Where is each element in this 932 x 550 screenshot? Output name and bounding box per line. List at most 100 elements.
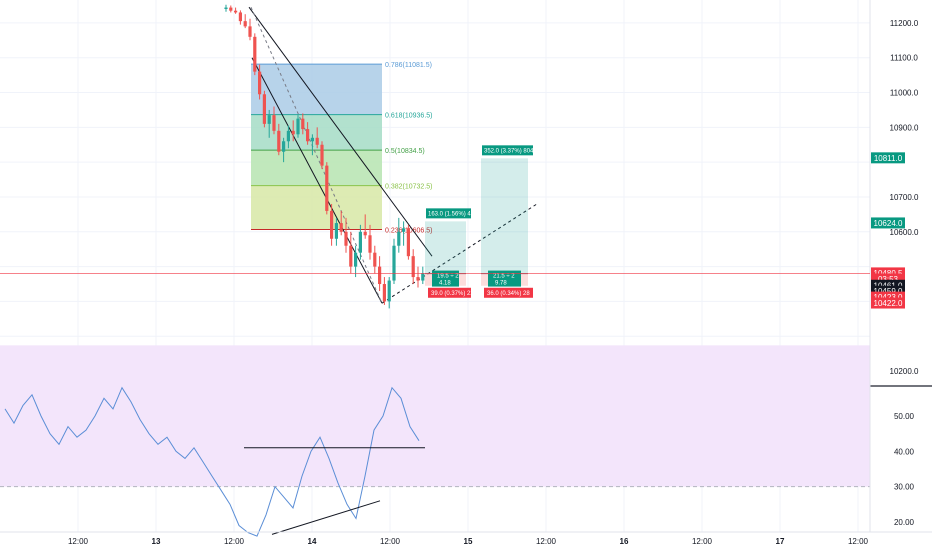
candle-body [378,266,382,285]
candle-body [330,210,334,239]
time-tick-label: 15 [464,537,473,546]
time-tick-label: 12:00 [224,537,245,546]
candle-body [238,12,242,22]
fib-level-label: 0.786(11081.5) [385,62,432,69]
price-tick-label: 11100.0 [890,54,918,63]
price-badge [871,297,905,309]
price-badge-label: 10480.5 [874,269,903,278]
position-target-label-bg [426,208,471,219]
price-tick-label: 10700.0 [890,193,919,202]
rsi-tick-label: 40.00 [894,447,915,456]
time-tick-label: 12:00 [68,537,89,546]
candle-body [373,252,377,267]
price-tick-label: 11200.0 [890,19,919,28]
candlesticks [224,4,425,309]
candle-body [258,71,262,95]
candle-body [320,144,324,166]
time-tick-label: 16 [620,537,629,546]
price-badge-label: 10811.0 [874,154,903,163]
candle-body [421,273,425,281]
rsi-tick-label: 30.00 [894,483,915,492]
position-stop-label: 39.0 (0.37%) 22 [431,291,474,297]
position-target-label-bg [482,145,533,156]
price-tick-label: 10600.0 [890,228,919,237]
fib-level-label: 0.382(10732.5) [385,184,432,191]
candle-body [291,130,295,135]
price-badge [871,279,905,291]
position-profit-zone [481,158,528,274]
price-badge [871,273,905,285]
position-ratio-bg [432,270,459,287]
candle-body [267,115,271,124]
candle-body [253,36,257,72]
price-tick-label: 11000.0 [890,89,919,98]
price-badge-label: 10422.0 [874,299,903,308]
candle-body [402,228,406,232]
candle-body [349,245,353,267]
candle-body [354,252,358,267]
price-badge [871,267,905,279]
price-tick-label: 10200.0 [890,367,919,376]
candle-body [363,231,367,236]
candle-body [234,10,238,13]
candle-body [315,137,319,145]
candle-body [272,115,276,131]
time-tick-label: 12:00 [692,537,713,546]
candle-body [306,129,310,142]
position-stop-label-bg [484,287,533,298]
price-badge [871,152,905,164]
candle-body [224,7,228,9]
candle-body [277,130,281,152]
rsi-tick-label: 50.00 [894,412,915,421]
candle-body [248,26,252,37]
drawn-lines[interactable] [248,6,538,304]
support-trend-line [381,203,538,304]
candle-body [368,235,372,253]
position-ratio-2: 4.18 [439,281,451,287]
candle-body [282,141,286,152]
fib-level-label: 0.5(10834.5) [385,148,425,155]
candle-body [392,245,396,281]
candle-body [344,231,348,246]
long-positions[interactable]: 163.0 (1.56%) 426 19.5 ÷ 24.18 39.0 (0.37%… [425,145,534,298]
candle-body [243,21,247,27]
price-badge [871,291,905,303]
price-badge-label: 10624.0 [874,219,903,228]
position-target-label: 352.0 (3.37%) 804 [484,148,534,154]
rsi-divergence-line [271,500,381,535]
position-target-label: 163.0 (1.56%) 426 [428,211,478,217]
price-badge-label: 03:53 [878,275,899,284]
position-stop-label-bg [428,287,471,298]
candle-body [334,223,338,239]
time-tick-label: 17 [776,537,785,546]
candle-body [416,277,420,281]
rsi-tick-label: 20.00 [894,518,915,527]
position-ratio: 19.5 ÷ 2 [437,274,459,280]
fib-zone [251,185,382,230]
candle-body [397,231,401,246]
time-tick-label: 12:00 [380,537,401,546]
candle-body [286,130,290,142]
position-profit-zone [425,221,466,274]
candle-body [262,94,266,124]
fibonacci-retracement[interactable]: 0.786(11081.5) 0.618(10936.5) 0.5(10834.5)… [251,62,432,235]
fib-level-label: 0.618(10936.5) [385,113,432,120]
candle-body [325,165,329,211]
price-badge [871,285,905,297]
candle-body [339,223,343,232]
time-tick-label: 12:00 [536,537,557,546]
candle-body [310,137,314,142]
candle-body [296,118,300,135]
price-badge [871,217,905,229]
time-tick-label: 12:00 [848,537,869,546]
rsi-line [4,386,420,537]
position-stop-label: 36.0 (0.34%) 28 [487,291,530,297]
candle-body [382,284,386,302]
candle-body [406,228,410,257]
position-ratio-bg [488,270,521,287]
candle-body [387,280,391,302]
rsi-band [0,345,870,487]
price-badges: 10811.010624.010480.503:5310461.010459.0… [0,152,905,309]
candle-body [358,231,362,253]
